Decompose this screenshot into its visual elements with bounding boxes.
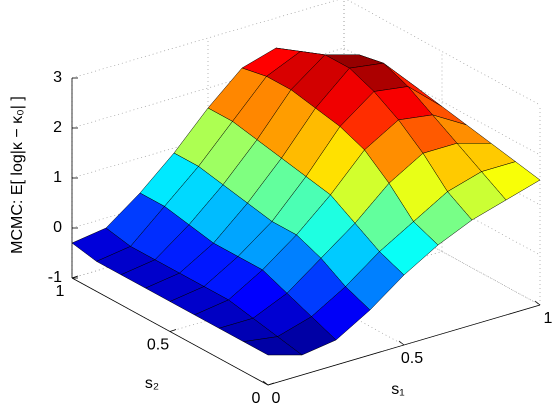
y-tick-label: 1 — [56, 283, 65, 300]
x-tick-label: 0 — [272, 390, 281, 407]
x-tick — [534, 300, 541, 306]
y-tick — [71, 275, 79, 279]
z-tick-label: 2 — [53, 119, 62, 136]
y-tick-label: 0.5 — [147, 337, 169, 354]
x-axis-label: s₁ — [391, 381, 404, 398]
y-tick — [267, 382, 275, 386]
y-tick — [169, 329, 177, 332]
z-tick-label: 1 — [53, 169, 62, 186]
z-tick-label: 3 — [53, 69, 62, 86]
grid-line — [71, 0, 339, 79]
y-tick-label: 0 — [252, 390, 261, 407]
x-tick-label: 1 — [544, 310, 553, 327]
surface-patch — [242, 336, 303, 356]
z-tick-label: -1 — [48, 269, 62, 286]
x-tick — [262, 380, 269, 386]
x-tick-label: 0.5 — [401, 350, 423, 367]
y-axis-label: s₂ — [145, 375, 159, 392]
z-axis-label: MCMC: E[ log|κ − κ₀| ] — [9, 96, 26, 254]
z-tick-label: 0 — [53, 219, 62, 236]
x-tick — [398, 340, 405, 346]
